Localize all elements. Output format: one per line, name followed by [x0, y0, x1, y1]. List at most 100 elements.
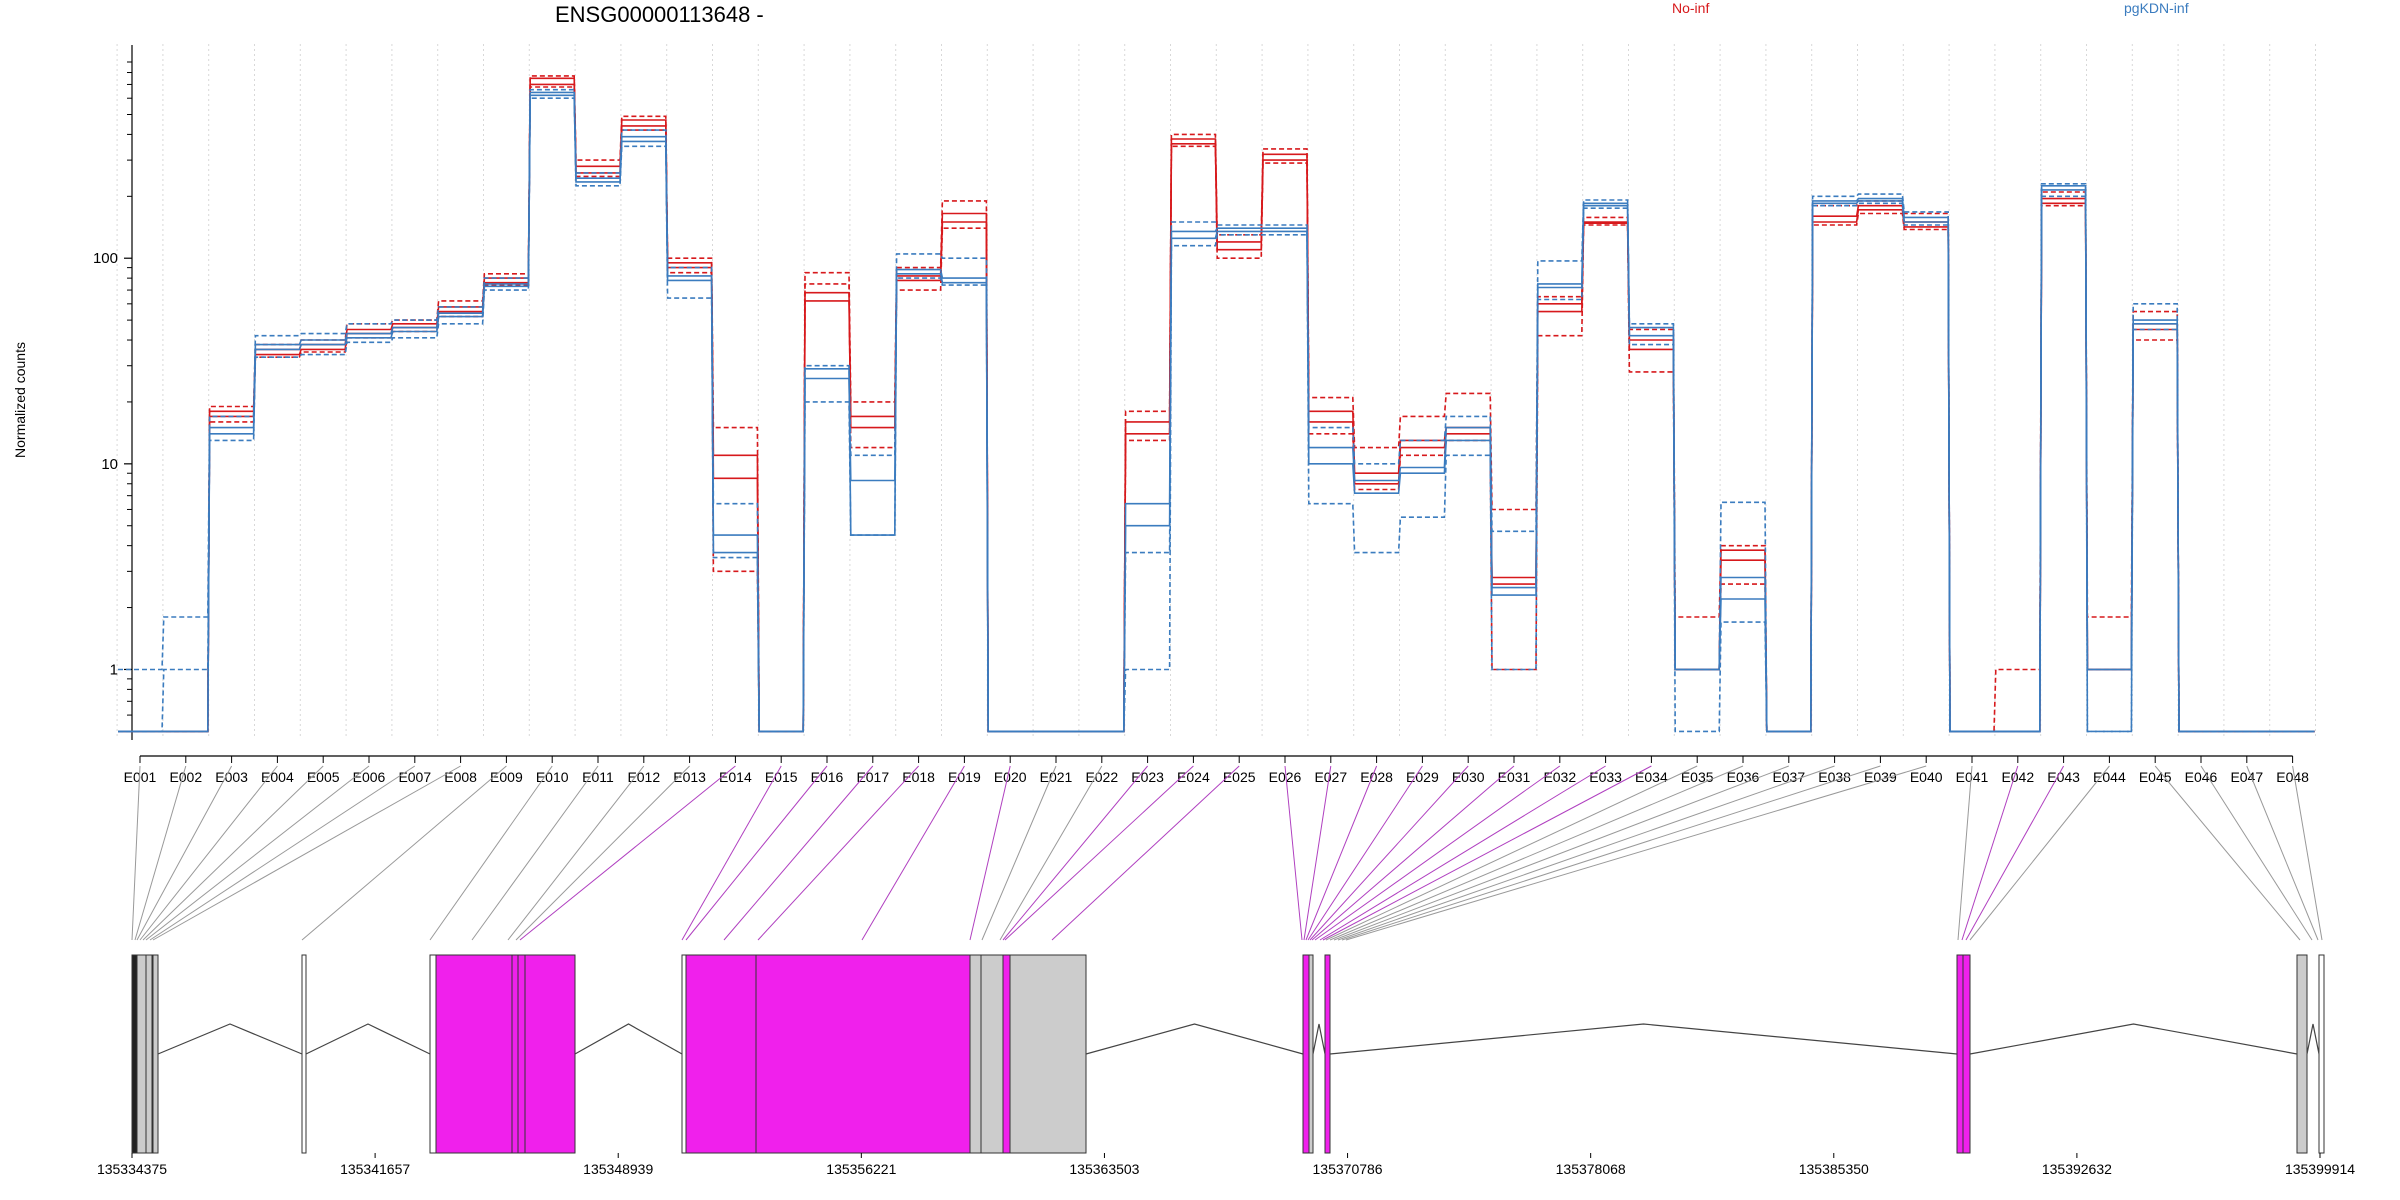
exon-connector: [2292, 765, 2323, 941]
x-tick-label: E034: [1635, 769, 1668, 785]
x-tick-label: E035: [1681, 769, 1714, 785]
exon-connector: [1957, 765, 1973, 941]
exon-connector: [685, 765, 828, 941]
intron-line: [574, 1023, 683, 1055]
coord-label: 135392632: [2042, 1161, 2112, 1177]
x-tick-label: E003: [215, 769, 248, 785]
exon-block: [681, 954, 687, 1154]
exon-block: [517, 954, 526, 1154]
exon-block: [131, 954, 138, 1154]
exon-block: [1956, 954, 1964, 1154]
exon-connector: [757, 765, 919, 941]
x-tick-label: E020: [994, 769, 1027, 785]
exon-block: [1324, 954, 1331, 1154]
exon-connector: [136, 765, 233, 941]
x-tick-label: E029: [1406, 769, 1439, 785]
series-lines: [118, 75, 2315, 733]
exon-connector: [1314, 765, 1561, 941]
exon-connector: [1333, 765, 1789, 941]
exon-connector: [507, 765, 645, 941]
intron-line: [305, 1023, 431, 1055]
coord-label: 135348939: [583, 1161, 653, 1177]
coord-label: 135363503: [1069, 1161, 1139, 1177]
exon-connector: [429, 765, 553, 941]
x-tick-label: E048: [2276, 769, 2309, 785]
legend-pgkdn-inf: pgKDN-inf: [2124, 0, 2189, 16]
exon-block: [145, 954, 153, 1154]
coord-label: 135378068: [1556, 1161, 1626, 1177]
x-tick-label: E039: [1864, 769, 1897, 785]
coord-label: 135341657: [340, 1161, 410, 1177]
x-tick-label: E008: [444, 769, 477, 785]
exon-connector: [1322, 765, 1652, 941]
y-tick-label: 10: [101, 456, 118, 473]
x-tick-label: E021: [1040, 769, 1073, 785]
exon-connector: [1345, 765, 1927, 941]
exon-block: [2318, 954, 2325, 1154]
x-tick-label: E015: [765, 769, 798, 785]
series-line: [118, 97, 2315, 733]
exon-connector: [142, 765, 324, 941]
x-tick-label: E018: [902, 769, 935, 785]
x-tick-label: E012: [627, 769, 660, 785]
exon-connector: [1961, 765, 2019, 941]
gene-model: [131, 954, 2325, 1154]
exon-block: [435, 954, 513, 1154]
x-tick-label: E040: [1910, 769, 1943, 785]
exon-connector: [1051, 765, 1240, 941]
exon-connector: [2154, 765, 2301, 941]
x-tick-label: E027: [1314, 769, 1347, 785]
x-tick-label: E005: [307, 769, 340, 785]
exon-connector: [2246, 765, 2319, 941]
x-tick-label: E033: [1589, 769, 1622, 785]
exon-block: [980, 954, 1004, 1154]
exon-connector: [152, 765, 461, 941]
exon-connector: [861, 765, 965, 941]
exon-connector: [969, 765, 1011, 941]
intron-line: [1085, 1023, 1304, 1055]
x-tick-label: E014: [719, 769, 752, 785]
exon-connector: [1341, 765, 1881, 941]
exon-connector: [139, 765, 278, 941]
exon-connector: [515, 765, 690, 941]
y-tick-label: 1: [110, 661, 118, 678]
intron-line: [1329, 1023, 1958, 1055]
exon-connector: [1307, 765, 1423, 941]
x-tick-label: E010: [536, 769, 569, 785]
exon-connector: [981, 765, 1057, 941]
exon-connector: [999, 765, 1103, 941]
intron-line: [1312, 1023, 1326, 1055]
exon-connector: [681, 765, 782, 941]
exon-connector: [519, 765, 736, 941]
axes: 1 10 100: [93, 45, 2294, 763]
x-tick-label: E009: [490, 769, 523, 785]
x-tick-label: E016: [811, 769, 844, 785]
exon-block: [429, 954, 437, 1154]
coord-label: 135385350: [1799, 1161, 1869, 1177]
exon-connector: [1319, 765, 1606, 941]
exon-block: [301, 954, 307, 1154]
exon-connector: [1004, 765, 1194, 941]
x-tick-label: E004: [261, 769, 294, 785]
coord-label: 135399914: [2285, 1161, 2355, 1177]
exon-connector: [1965, 765, 2065, 941]
x-tick-label: E006: [353, 769, 386, 785]
chart-title: ENSG00000113648 -: [555, 2, 764, 27]
coord-label: 135370786: [1313, 1161, 1383, 1177]
x-tick-label: E023: [1131, 769, 1164, 785]
exon-connector: [1329, 765, 1744, 941]
coord-label: 135356221: [826, 1161, 896, 1177]
exon-block: [511, 954, 519, 1154]
exon-connectors: [131, 765, 2323, 941]
x-tick-label: E044: [2093, 769, 2126, 785]
exon-block: [1302, 954, 1310, 1154]
x-tick-label: E036: [1727, 769, 1760, 785]
exon-connector: [134, 765, 187, 941]
x-tick-label: E031: [1498, 769, 1531, 785]
exon-connector: [1325, 765, 1698, 941]
intron-line: [2306, 1023, 2320, 1055]
exon-connector: [131, 765, 141, 941]
exon-connector: [1002, 765, 1148, 941]
x-tick-label: E047: [2230, 769, 2263, 785]
